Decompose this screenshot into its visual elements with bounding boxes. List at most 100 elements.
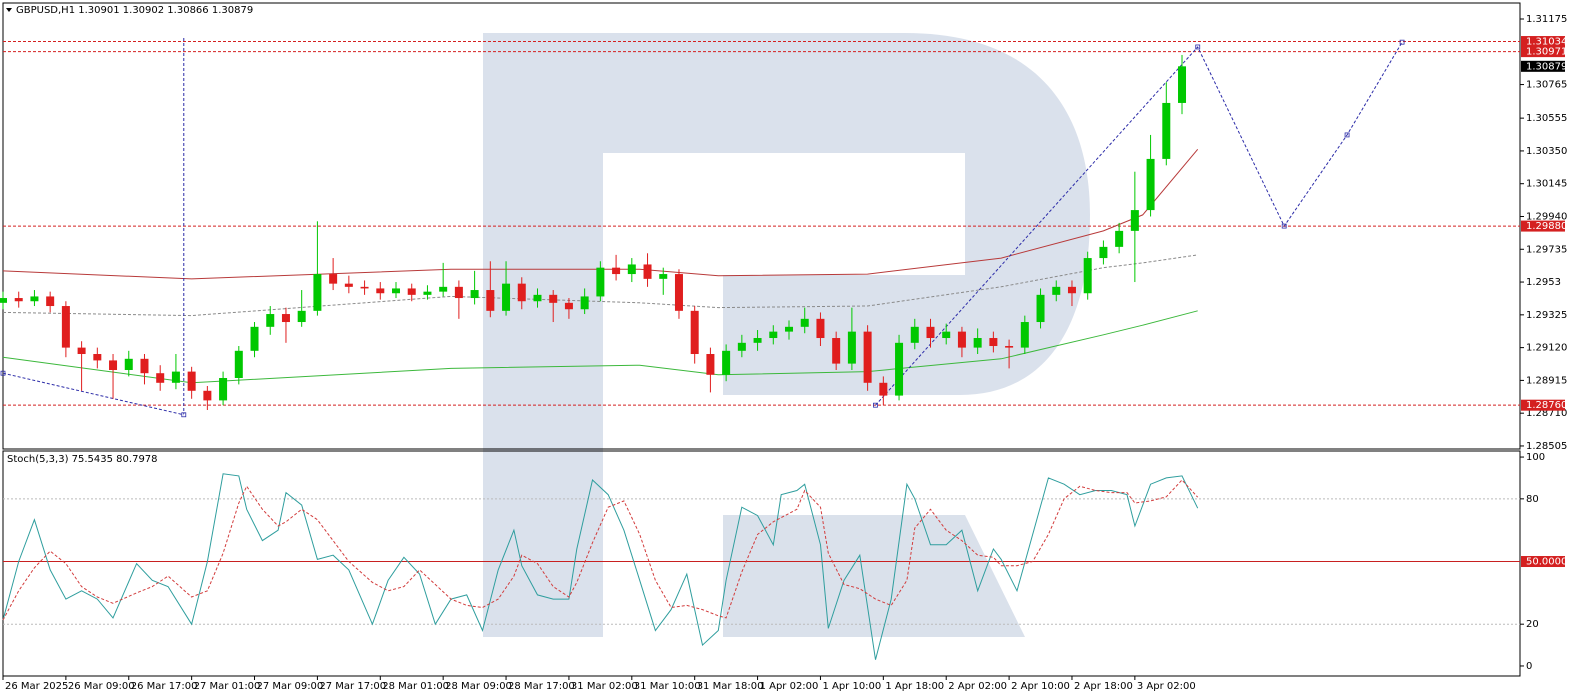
candle-body bbox=[706, 354, 715, 375]
level-label: 1.30971 bbox=[1526, 47, 1567, 58]
title-marker bbox=[6, 8, 12, 12]
x-tick-label: 27 Mar 17:00 bbox=[319, 681, 386, 692]
candle-body bbox=[1020, 322, 1029, 348]
x-tick-label: 1 Apr 10:00 bbox=[822, 681, 881, 692]
candle-body bbox=[61, 306, 70, 348]
candle-body bbox=[250, 326, 259, 351]
candle-body bbox=[1130, 210, 1139, 231]
y-tick-label: 1.29120 bbox=[1526, 343, 1567, 354]
candle-body bbox=[502, 283, 511, 311]
candle-body bbox=[344, 283, 353, 287]
level-label: 1.28760 bbox=[1526, 400, 1567, 411]
x-tick-label: 28 Mar 17:00 bbox=[508, 681, 575, 692]
y-tick-label: 1.30555 bbox=[1526, 113, 1567, 124]
candle-body bbox=[407, 288, 416, 295]
candle-body bbox=[1005, 346, 1014, 348]
candle-body bbox=[1178, 66, 1187, 103]
candle-body bbox=[77, 347, 86, 355]
candle-body bbox=[109, 360, 118, 371]
y-tick-label: 20 bbox=[1526, 619, 1539, 630]
x-tick-label: 27 Mar 01:00 bbox=[194, 681, 261, 692]
x-tick-label: 1 Apr 18:00 bbox=[885, 681, 944, 692]
candle-body bbox=[470, 290, 479, 299]
y-tick-label: 80 bbox=[1526, 494, 1539, 505]
forecast-point bbox=[1195, 44, 1201, 50]
y-tick-label: 1.30765 bbox=[1526, 80, 1567, 91]
candle-body bbox=[643, 264, 652, 279]
candle-body bbox=[627, 264, 636, 275]
y-tick-label: 100 bbox=[1526, 452, 1545, 463]
candle-body bbox=[439, 286, 448, 292]
x-tick-label: 26 Mar 09:00 bbox=[68, 681, 135, 692]
x-tick-label: 2 Apr 02:00 bbox=[948, 681, 1007, 692]
stoch-title: Stoch(5,3,3) 75.5435 80.7978 bbox=[7, 454, 158, 465]
candle-body bbox=[785, 326, 794, 332]
moving-average bbox=[2, 310, 1198, 384]
x-tick-label: 3 Apr 02:00 bbox=[1137, 681, 1196, 692]
candle-body bbox=[942, 331, 951, 339]
candle-body bbox=[219, 377, 228, 401]
candle-body bbox=[423, 291, 432, 295]
candle-body bbox=[234, 350, 243, 378]
candle-body bbox=[30, 296, 39, 302]
level-label: 1.31034 bbox=[1526, 37, 1567, 48]
candle-body bbox=[659, 274, 668, 279]
candle-body bbox=[1036, 294, 1045, 323]
candle-body bbox=[596, 267, 605, 297]
candle-body bbox=[612, 267, 621, 275]
candle-body bbox=[1067, 286, 1076, 294]
candle-body bbox=[957, 331, 966, 348]
level-label: 1.29880 bbox=[1526, 221, 1567, 232]
candle-body bbox=[753, 338, 762, 343]
forecast-point bbox=[1281, 223, 1287, 229]
candle-body bbox=[93, 354, 102, 361]
x-tick-label: 2 Apr 18:00 bbox=[1074, 681, 1133, 692]
candle-body bbox=[360, 286, 369, 289]
candle-body bbox=[297, 310, 306, 323]
candle-body bbox=[564, 302, 573, 310]
candle-body bbox=[329, 274, 338, 284]
x-tick-label: 28 Mar 09:00 bbox=[445, 681, 512, 692]
candle-body bbox=[46, 296, 55, 307]
candle-body bbox=[486, 290, 495, 311]
stoch-panel-frame bbox=[2, 450, 1521, 677]
trendline-line bbox=[2, 372, 184, 416]
candle-body bbox=[124, 358, 133, 371]
y-tick-label: 1.28915 bbox=[1526, 375, 1567, 386]
y-tick-label: 1.29940 bbox=[1526, 211, 1567, 222]
watermark bbox=[483, 33, 1090, 637]
watermark-leg bbox=[723, 515, 1025, 637]
candle-body bbox=[580, 296, 589, 310]
mid-level-box bbox=[1521, 556, 1565, 568]
candle-body bbox=[926, 326, 935, 339]
candle-body bbox=[1083, 258, 1092, 294]
candle-body bbox=[1146, 158, 1155, 211]
candle-body bbox=[533, 294, 542, 302]
x-tick-label: 26 Mar 2025 bbox=[5, 681, 68, 692]
forecast-point bbox=[1344, 132, 1350, 138]
y-tick-label: 0 bbox=[1526, 661, 1532, 672]
current-price-label: 1.30879 bbox=[1526, 61, 1567, 72]
candle-body bbox=[722, 350, 731, 375]
x-tick-label: 1 Apr 02:00 bbox=[760, 681, 819, 692]
candle-body bbox=[910, 326, 919, 343]
candle-body bbox=[517, 283, 526, 302]
candle-body bbox=[1162, 102, 1171, 159]
candle-body bbox=[266, 314, 275, 327]
y-tick-label: 1.30145 bbox=[1526, 179, 1567, 190]
y-tick-label: 1.30350 bbox=[1526, 146, 1567, 157]
candle-body bbox=[847, 331, 856, 364]
candle-body bbox=[454, 286, 463, 299]
candle-body bbox=[674, 274, 683, 311]
x-tick-label: 2 Apr 10:00 bbox=[1011, 681, 1070, 692]
x-tick-label: 31 Mar 18:00 bbox=[697, 681, 764, 692]
forecast-point bbox=[1399, 39, 1405, 45]
trendline-point bbox=[0, 370, 6, 376]
candle-body bbox=[187, 371, 196, 391]
candle-body bbox=[832, 338, 841, 364]
candle-body bbox=[1052, 286, 1061, 295]
candle-body bbox=[376, 288, 385, 294]
level-label-box bbox=[1521, 220, 1565, 232]
